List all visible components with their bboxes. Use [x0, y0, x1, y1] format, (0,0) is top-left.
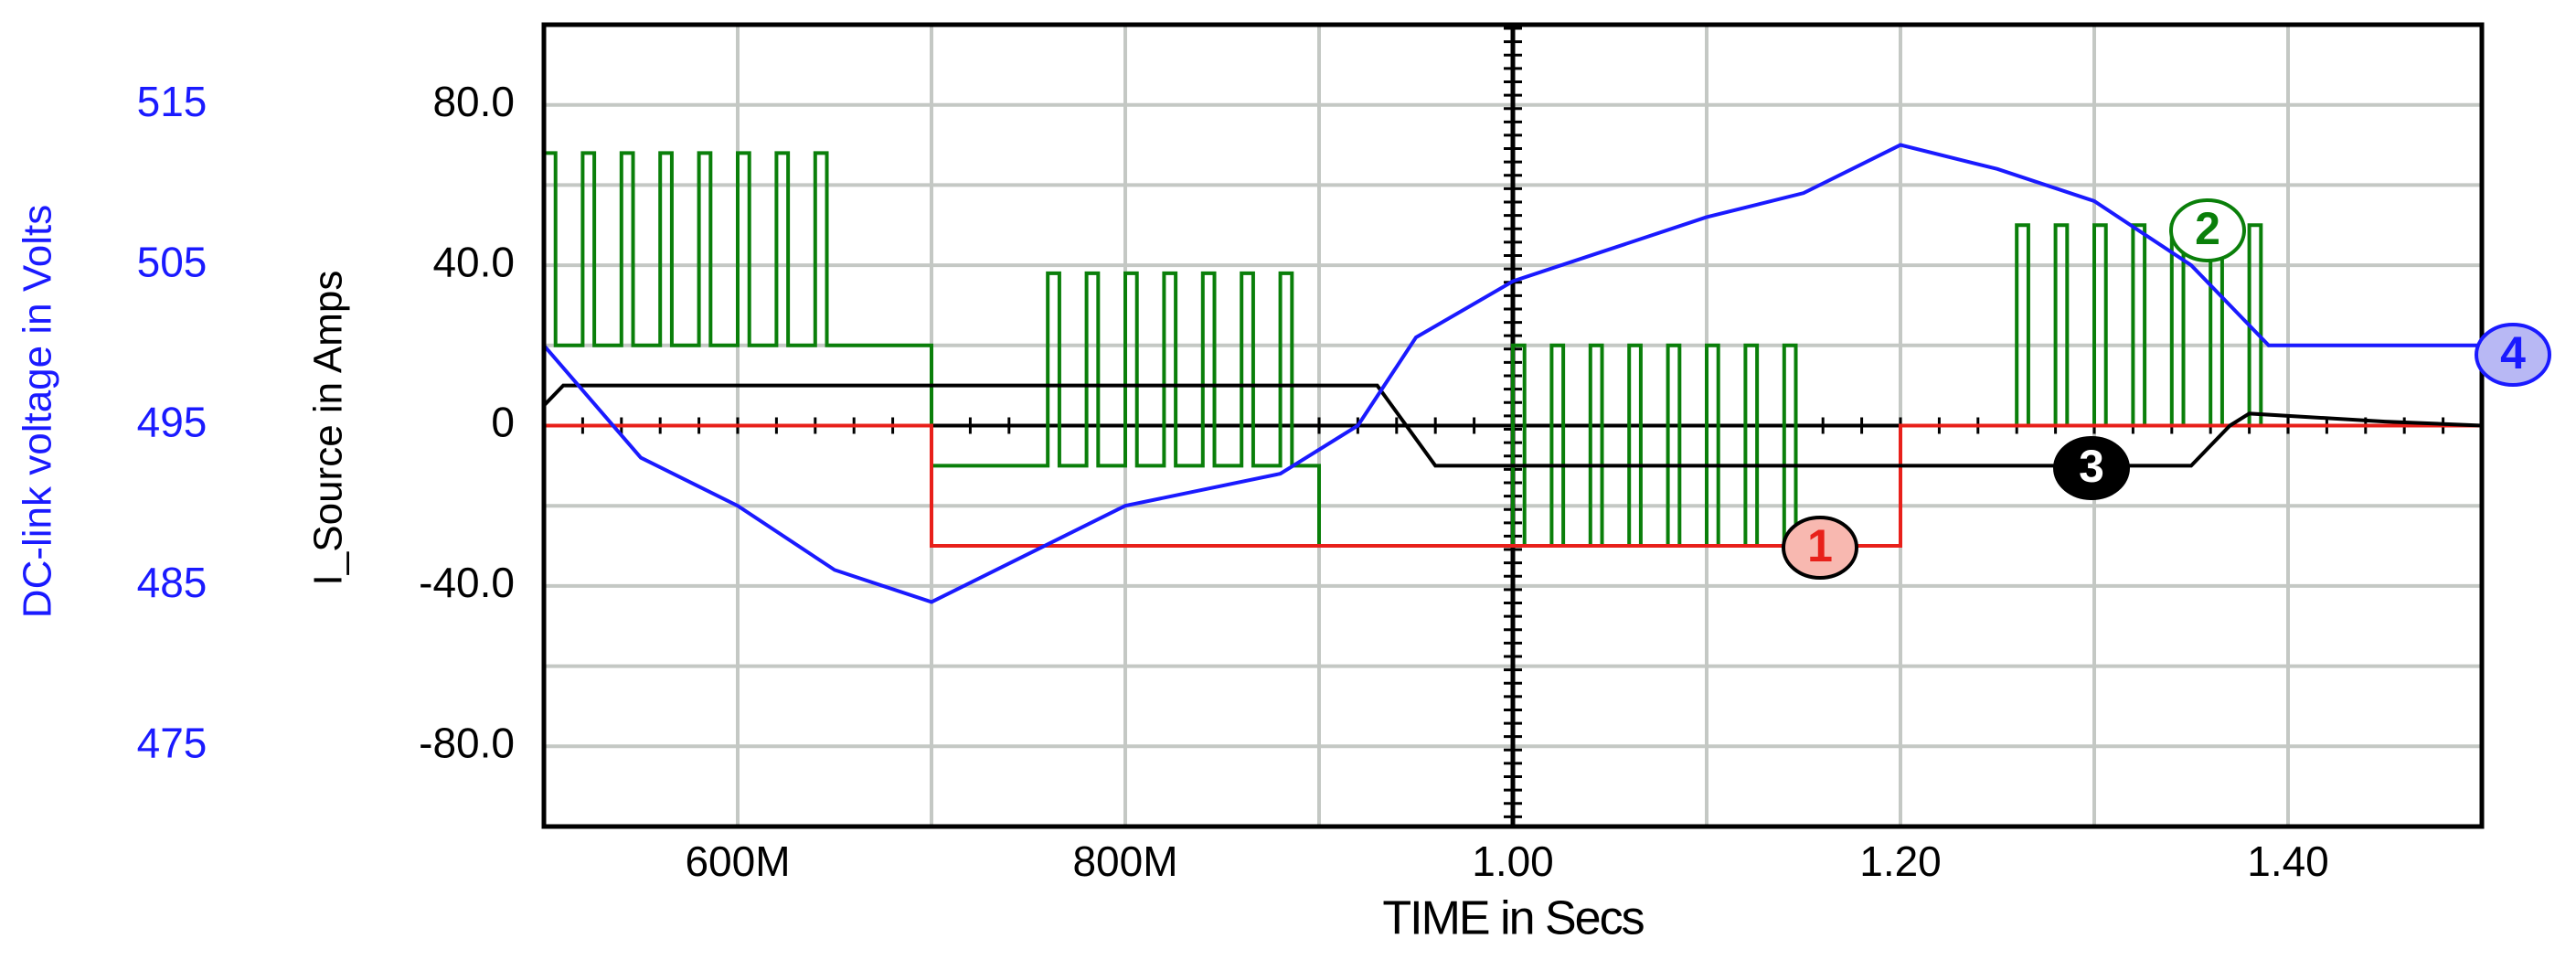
x-axis-title: TIME in Secs — [1382, 892, 1644, 945]
trace-marker — [2475, 323, 2551, 387]
x-tick-label: 600M — [685, 837, 790, 885]
y2-tick-label: 485 — [137, 559, 208, 606]
y-tick-label: -40.0 — [419, 559, 515, 606]
y-tick-label: 80.0 — [432, 78, 515, 125]
x-tick-label: 800M — [1072, 837, 1177, 885]
series-line — [544, 423, 2482, 549]
y2-tick-label: 495 — [137, 399, 208, 446]
trace-marker-label: 1 — [1807, 520, 1833, 571]
x-tick-label: 1.40 — [2247, 837, 2329, 885]
trace-marker-label: 2 — [2195, 203, 2220, 254]
trace-marker-label: 3 — [2079, 441, 2104, 492]
series-line — [542, 143, 2482, 604]
y2-axis-title: DC-link voltage in Volts — [16, 205, 60, 618]
y-axis-title: I_Source in Amps — [306, 271, 351, 586]
trace-marker-label: 4 — [2500, 327, 2526, 379]
trace-marker — [2169, 198, 2246, 262]
y2-tick-label: 515 — [137, 78, 208, 125]
plot-frame — [541, 22, 2485, 829]
y-tick-label: -80.0 — [419, 719, 515, 766]
trace-marker — [1782, 516, 1858, 580]
x-tick-label: 1.00 — [1472, 837, 1554, 885]
trace-marker — [2053, 436, 2130, 500]
x-tick-label: 1.20 — [1859, 837, 1942, 885]
y-tick-label: 0 — [491, 399, 515, 446]
y2-tick-label: 475 — [137, 719, 208, 766]
y-tick-label: 40.0 — [432, 238, 515, 285]
series-line — [542, 383, 2483, 468]
y2-tick-label: 505 — [137, 238, 208, 285]
